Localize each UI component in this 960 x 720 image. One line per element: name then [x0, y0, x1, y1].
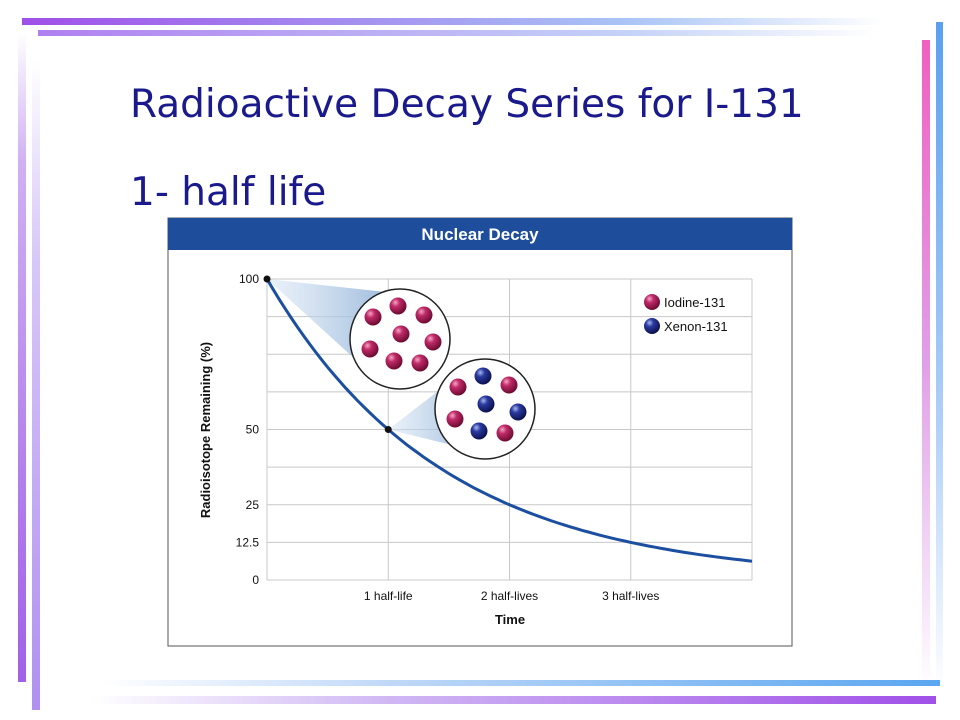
- decorative-bar-right: [936, 22, 943, 692]
- legend-swatch: [644, 318, 660, 334]
- y-tick-label: 25: [246, 498, 260, 512]
- atom-insets: [349, 288, 536, 460]
- slide-title: Radioactive Decay Series for I-131: [130, 82, 804, 127]
- iodine-atom: [496, 424, 514, 442]
- y-tick-label: 12.5: [236, 535, 260, 549]
- data-point: [384, 426, 392, 433]
- legend-label: Iodine-131: [664, 295, 725, 310]
- xenon-atom: [470, 422, 488, 440]
- y-tick-labels: 100 50 25 12.5 0: [236, 272, 260, 587]
- chart-header: [168, 218, 792, 250]
- legend-label: Xenon-131: [664, 319, 728, 334]
- atom-inset: [349, 288, 451, 390]
- decorative-bar-right-inner: [922, 40, 930, 690]
- chart-title: Nuclear Decay: [421, 225, 539, 244]
- highlight-points: [263, 275, 392, 433]
- iodine-atom: [392, 325, 410, 343]
- legend-swatch: [644, 294, 660, 310]
- atom-inset: [434, 358, 536, 460]
- xenon-atom: [477, 395, 495, 413]
- x-tick-label: 3 half-lives: [602, 589, 659, 603]
- y-tick-label: 100: [239, 272, 259, 286]
- iodine-atom: [446, 410, 464, 428]
- slide-subtitle: 1- half life: [130, 170, 327, 215]
- decay-curve: [265, 278, 753, 563]
- iodine-atom: [385, 352, 403, 370]
- y-axis-title: Radioisotope Remaining (%): [198, 342, 213, 518]
- x-tick-label: 2 half-lives: [481, 589, 538, 603]
- decorative-bar-top-inner: [38, 30, 878, 36]
- iodine-atom: [415, 306, 433, 324]
- iodine-atom: [389, 297, 407, 315]
- iodine-atom: [500, 376, 518, 394]
- x-tick-labels: 1 half-life 2 half-lives 3 half-lives: [364, 589, 660, 603]
- iodine-atom: [449, 378, 467, 396]
- iodine-atom: [411, 354, 429, 372]
- y-tick-label: 0: [252, 573, 259, 587]
- decorative-bar-left-inner: [32, 60, 40, 710]
- legend: Iodine-131 Xenon-131: [644, 294, 728, 334]
- iodine-atom: [424, 333, 442, 351]
- decorative-bar-bottom-inner: [100, 680, 940, 686]
- decorative-bar-bottom: [90, 696, 936, 704]
- x-axis-title: Time: [495, 612, 525, 627]
- xenon-atom: [474, 367, 492, 385]
- decorative-bar-top: [22, 18, 884, 25]
- xenon-atom: [509, 403, 527, 421]
- decorative-bar-left: [18, 32, 26, 682]
- iodine-atom: [361, 340, 379, 358]
- x-tick-label: 1 half-life: [364, 589, 413, 603]
- iodine-atom: [364, 308, 382, 326]
- data-point: [263, 275, 271, 283]
- y-tick-label: 50: [246, 423, 260, 437]
